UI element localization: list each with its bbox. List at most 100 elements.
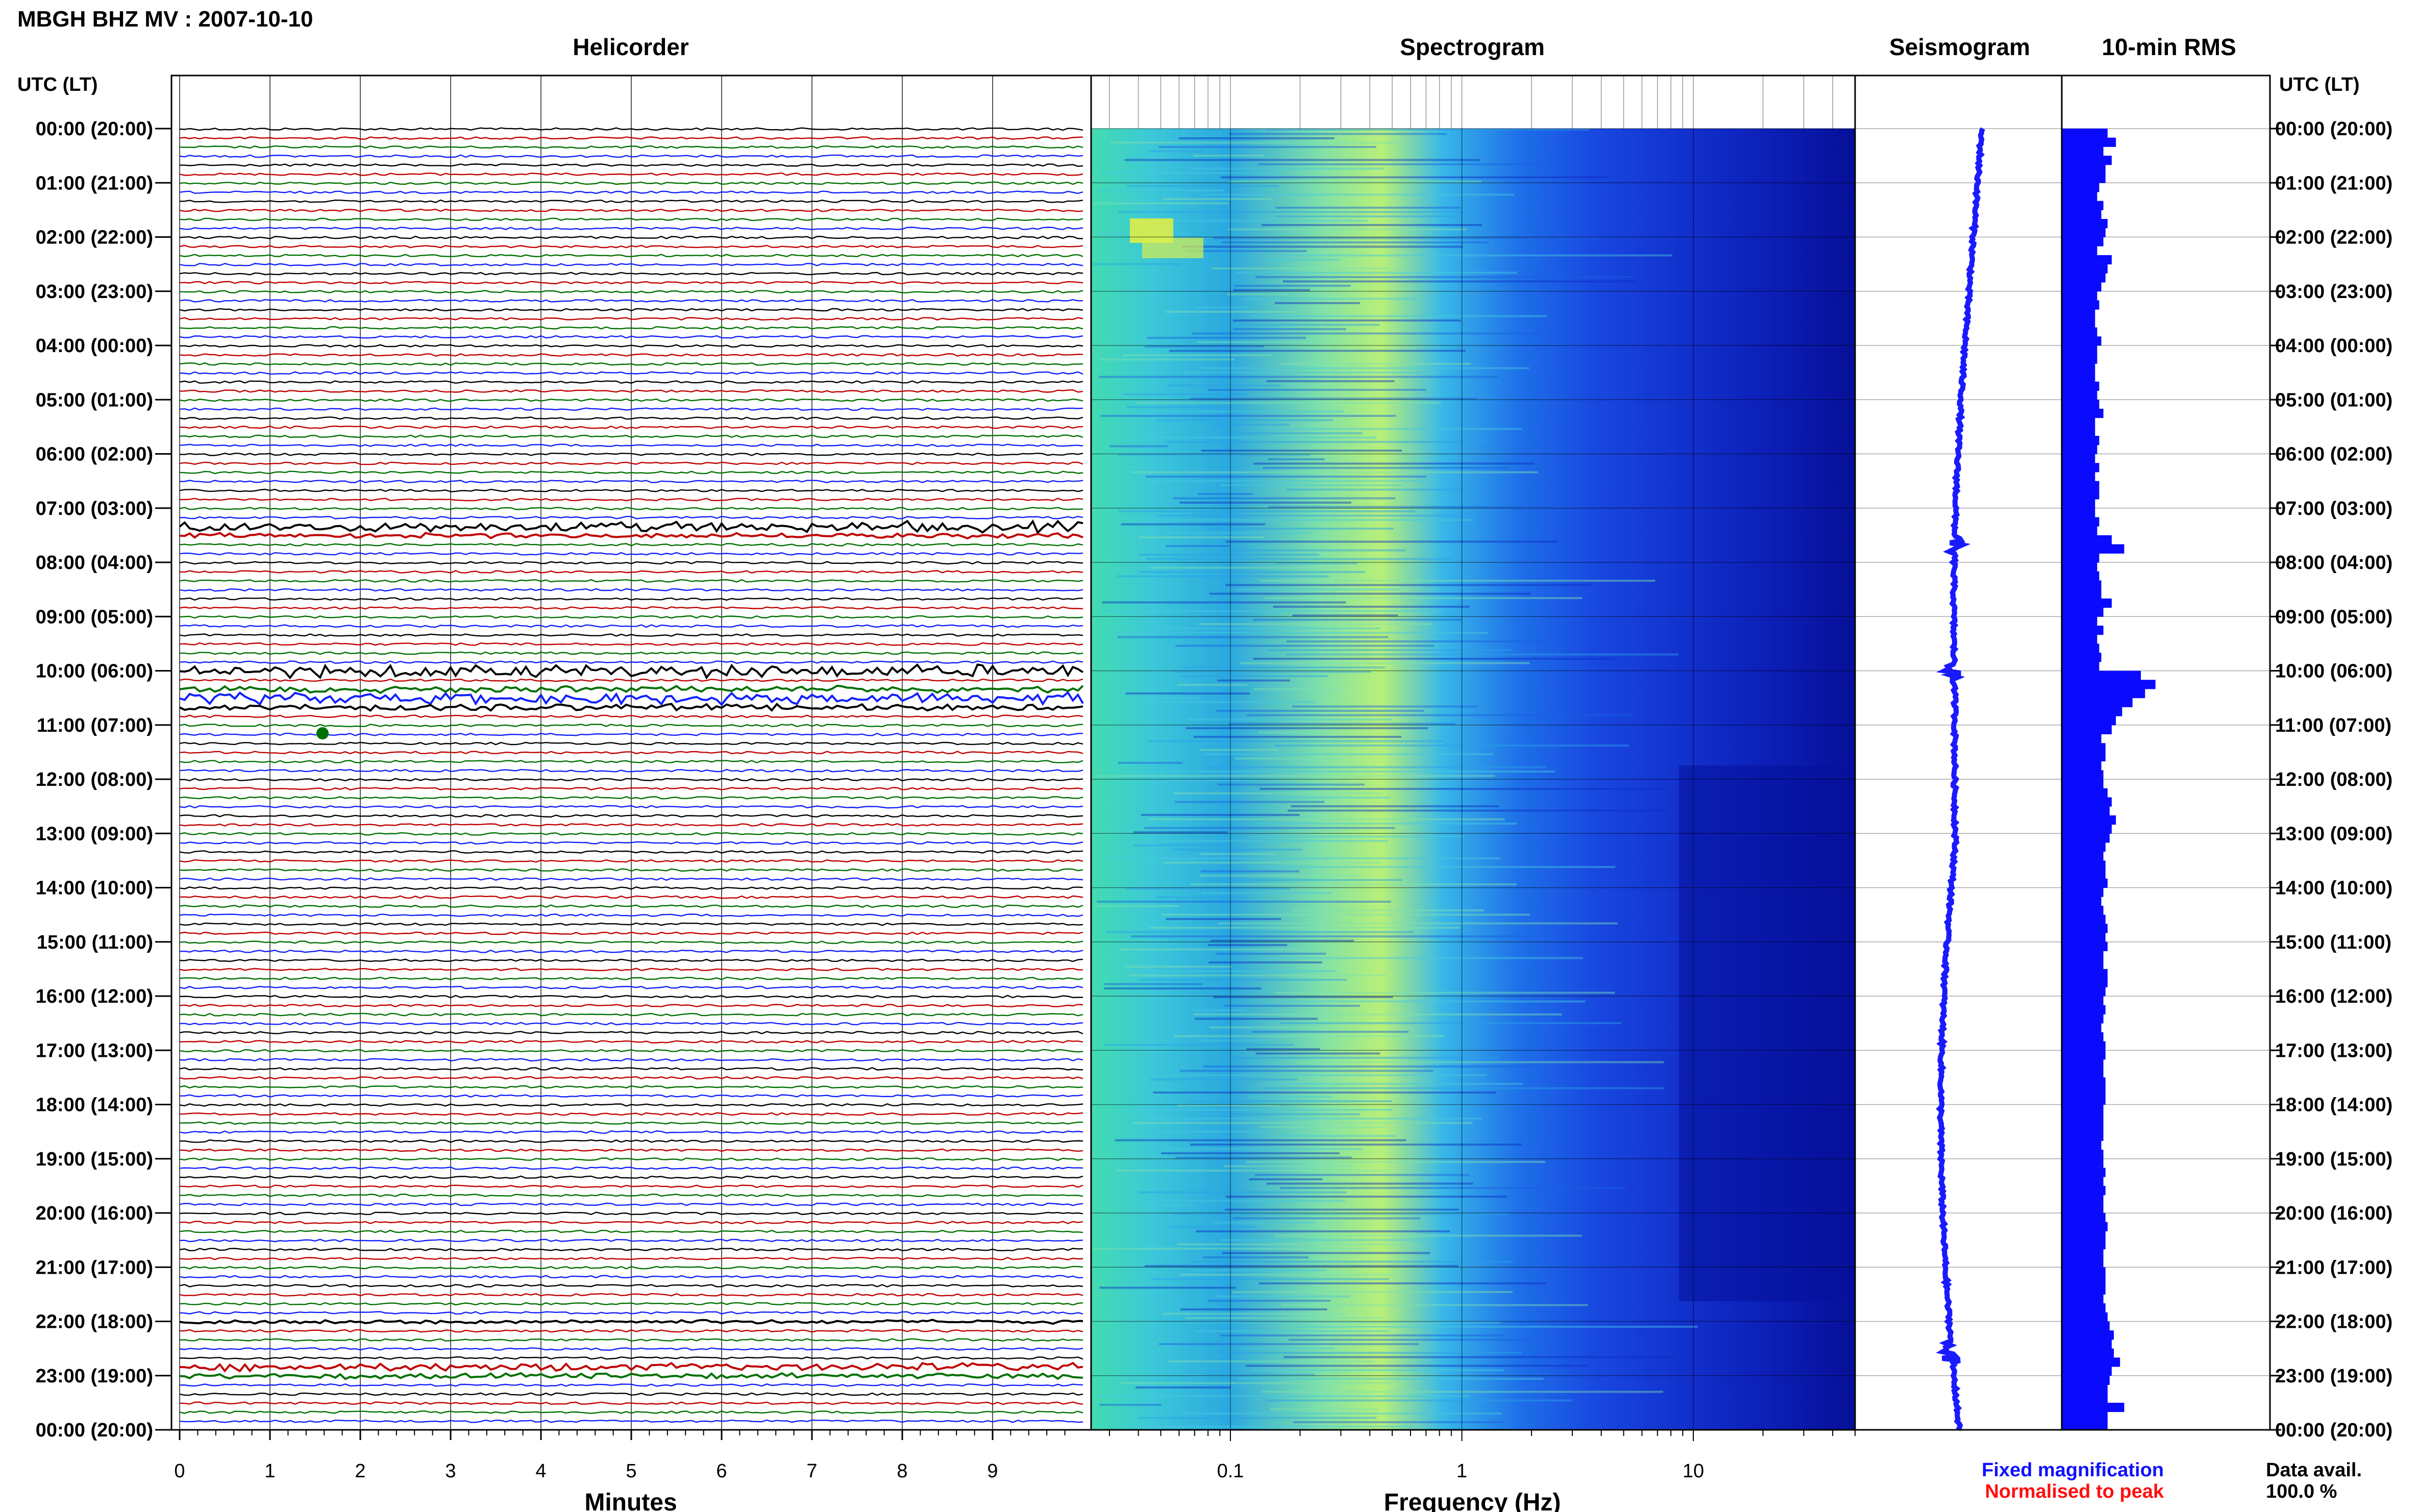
rms-bar: [2062, 553, 2100, 563]
helicorder-trace: [179, 1419, 1083, 1423]
rms-bar: [2062, 345, 2097, 355]
rms-bar: [2062, 1276, 2106, 1286]
spectrogram-streak: [1150, 927, 1461, 929]
spectrogram-streak: [1127, 185, 1279, 187]
spectrogram-streak: [1275, 302, 1360, 304]
rms-bar: [2062, 562, 2097, 572]
helicorder-trace: [179, 461, 1083, 465]
spectrogram-streak: [1260, 580, 1656, 582]
rms-bar: [2062, 589, 2102, 599]
spectrogram-streak: [1164, 1074, 1487, 1076]
helicorder-trace: [179, 904, 1083, 908]
spectrogram-streak: [1266, 380, 1395, 382]
helicorder-trace: [179, 1338, 1083, 1342]
spectrogram-streak: [1173, 497, 1396, 500]
spectrogram-streak: [1238, 1378, 1544, 1380]
helicorder-trace: [179, 895, 1083, 899]
spectrogram-streak: [1280, 1022, 1621, 1024]
frequency-axis-label: Frequency (Hz): [1384, 1489, 1561, 1512]
spectrogram-streak: [1180, 1274, 1398, 1276]
seismogram-frame: [1854, 75, 2063, 1431]
spectrogram-streak: [1103, 1044, 1294, 1046]
rms-bar: [2062, 607, 2104, 617]
spectrogram-streak: [1186, 250, 1306, 252]
helicorder-trace: [179, 181, 1083, 185]
spectrogram-streak: [1212, 424, 1290, 426]
spectrogram-streak: [1118, 211, 1484, 213]
rms-bar: [2062, 941, 2108, 951]
spectrogram-streak: [1134, 1204, 1196, 1206]
hour-label-right: 09:00 (05:00): [2275, 606, 2392, 628]
spectrogram-streak: [1233, 328, 1346, 330]
spectrogram-streak: [1209, 592, 1531, 595]
spectrogram-streak: [1163, 198, 1271, 200]
helicorder-trace: [179, 1211, 1083, 1216]
spectrogram-streak: [1099, 1404, 1162, 1406]
spectrogram-streak: [1220, 1334, 1505, 1336]
rms-bar: [2062, 887, 2104, 897]
helicorder-trace: [179, 1184, 1083, 1188]
helicorder-trace: [179, 995, 1083, 999]
rms-bar: [2062, 1294, 2104, 1304]
helicorder-trace: [179, 452, 1083, 456]
data-availability-value: 100.0 %: [2266, 1481, 2337, 1502]
spectrogram-streak: [1151, 1278, 1389, 1280]
spectrogram-streak: [1221, 241, 1489, 243]
rms-bar: [2062, 1059, 2104, 1069]
helicorder-trace: [179, 172, 1083, 176]
rms-bar: [2062, 490, 2100, 500]
spectrogram-streak: [1267, 649, 1513, 651]
spectrogram-streak: [1199, 1039, 1270, 1042]
rms-bar: [2062, 427, 2095, 436]
hour-label-left: 00:00 (20:00): [36, 1420, 153, 1441]
rms-bar: [2062, 1367, 2112, 1376]
hour-label-left: 21:00 (17:00): [36, 1257, 153, 1278]
rms-bar: [2062, 1222, 2108, 1231]
helicorder-trace: [179, 519, 1083, 535]
rms-bar: [2062, 634, 2097, 644]
helicorder-trace: [179, 1049, 1083, 1053]
helicorder-trace: [179, 606, 1083, 610]
hour-label-left: 01:00 (21:00): [36, 172, 153, 194]
helicorder-trace: [179, 308, 1083, 312]
spectrogram-streak: [1180, 1308, 1327, 1310]
rms-bar: [2062, 318, 2095, 328]
rms-bar: [2062, 1267, 2106, 1277]
spectrogram-streak: [1182, 675, 1328, 677]
spectrogram-streak: [1097, 901, 1391, 903]
spectrogram-streak: [1260, 957, 1583, 959]
spectrogram-streak: [1224, 1208, 1459, 1211]
spectrogram-streak: [1145, 345, 1265, 348]
spectrogram-streak: [1183, 666, 1386, 668]
seismogram-panel: [1855, 127, 2062, 1431]
hour-label-left: 12:00 (08:00): [36, 769, 153, 790]
spectrogram-streak: [1126, 406, 1232, 408]
helicorder-trace: [179, 498, 1083, 502]
rms-bar: [2062, 137, 2116, 147]
rms-bar: [2062, 1258, 2104, 1268]
spectrogram-streak: [1273, 606, 1470, 608]
rms-bar: [2062, 129, 2108, 138]
spectrogram-streak: [1144, 436, 1377, 439]
spectrogram-streak: [1228, 228, 1467, 231]
spectrogram-streak: [1201, 450, 1402, 452]
spectrogram-streak: [1202, 193, 1514, 196]
spectrogram-streak: [1108, 857, 1500, 859]
helicorder-trace: [179, 515, 1083, 519]
helicorder-trace: [179, 1275, 1083, 1279]
spectrogram-streak: [1138, 536, 1264, 538]
spectrogram-streak: [1261, 224, 1482, 226]
rms-bar: [2062, 408, 2104, 418]
spectrogram-streak: [1131, 471, 1538, 474]
helicorder-trace: [179, 814, 1083, 818]
minute-tick-label: 7: [806, 1460, 817, 1482]
hour-label-left: 09:00 (05:00): [36, 606, 153, 628]
rms-bar: [2062, 643, 2100, 653]
rms-bar: [2062, 1330, 2114, 1340]
hour-label-right: 08:00 (04:00): [2275, 552, 2392, 574]
rms-bar: [2062, 1032, 2104, 1042]
spectrogram-streak: [1199, 875, 1362, 877]
spectrogram-streak: [1102, 601, 1346, 604]
spectrogram-streak: [1267, 1083, 1523, 1085]
freq-tick-label: 10: [1683, 1460, 1704, 1482]
